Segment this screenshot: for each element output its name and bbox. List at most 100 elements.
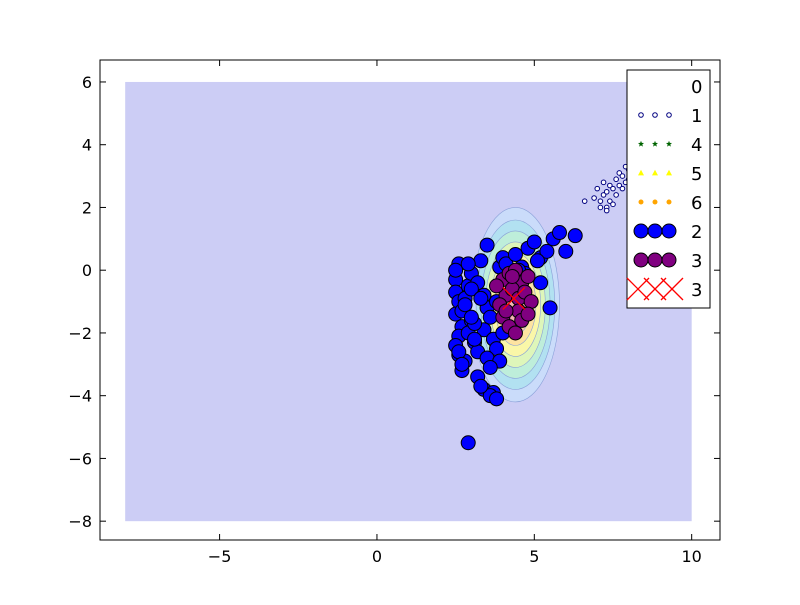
data-point bbox=[467, 331, 483, 347]
axis-ticks: −5 0 5 10 −8 −6 −4 −2 0 2 4 6 bbox=[68, 60, 720, 566]
data-point bbox=[451, 344, 467, 360]
data-point bbox=[520, 268, 536, 284]
data-point bbox=[502, 286, 526, 310]
background-region bbox=[125, 81, 692, 522]
legend-label: 3 bbox=[691, 251, 702, 272]
data-point bbox=[591, 195, 597, 201]
legend-marker bbox=[665, 140, 673, 147]
data-point bbox=[460, 435, 476, 451]
data-point bbox=[454, 356, 470, 372]
legend-marker bbox=[666, 169, 672, 176]
legend-entry: 3 bbox=[626, 277, 702, 301]
data-point bbox=[600, 179, 607, 186]
y-tick-label: −2 bbox=[68, 324, 92, 343]
data-point bbox=[610, 201, 616, 208]
data-point bbox=[463, 309, 479, 325]
data-point bbox=[479, 237, 495, 253]
legend-marker bbox=[638, 112, 644, 118]
series-7 bbox=[502, 286, 526, 310]
data-point bbox=[489, 391, 505, 407]
legend-entry: 2 bbox=[633, 222, 702, 243]
data-point bbox=[603, 207, 610, 214]
legend-marker bbox=[652, 199, 658, 205]
legend-marker bbox=[666, 112, 672, 118]
y-tick-label: −4 bbox=[68, 387, 92, 406]
legend-marker bbox=[652, 112, 658, 118]
legend-marker bbox=[633, 252, 649, 268]
data-point bbox=[542, 300, 558, 316]
data-point bbox=[597, 198, 604, 204]
legend-entry: 5 bbox=[638, 164, 702, 185]
data-point bbox=[558, 243, 574, 259]
data-point bbox=[616, 182, 623, 189]
data-point bbox=[567, 228, 583, 244]
legend-label: 3 bbox=[691, 280, 702, 301]
legend-marker bbox=[633, 223, 649, 239]
data-point bbox=[448, 262, 464, 278]
data-point bbox=[594, 185, 601, 192]
legend-marker bbox=[661, 223, 677, 239]
data-point bbox=[507, 247, 523, 263]
axes-frame bbox=[99, 59, 721, 541]
legend-marker bbox=[647, 223, 663, 239]
series-5 bbox=[448, 225, 583, 451]
legend-entry: 4 bbox=[637, 135, 702, 156]
legend-marker bbox=[666, 199, 672, 205]
legend-entry: 6 bbox=[638, 193, 702, 214]
legend-label: 4 bbox=[691, 135, 702, 156]
x-tick-label: −5 bbox=[208, 547, 232, 566]
legend-marker bbox=[638, 199, 644, 205]
legend-marker bbox=[661, 252, 677, 268]
data-point bbox=[489, 278, 505, 294]
data-point bbox=[581, 198, 588, 204]
x-tick-label: 10 bbox=[681, 547, 701, 566]
data-point bbox=[482, 359, 498, 375]
data-point bbox=[616, 170, 623, 176]
legend-marker bbox=[638, 169, 644, 176]
data-point bbox=[529, 253, 545, 269]
data-point bbox=[463, 281, 479, 297]
legend-entry: 1 bbox=[638, 106, 702, 127]
legend-label: 1 bbox=[691, 106, 702, 127]
data-point bbox=[533, 275, 549, 291]
data-point bbox=[482, 309, 498, 325]
data-point bbox=[526, 234, 542, 250]
legend-marker bbox=[660, 277, 684, 301]
legend-marker bbox=[647, 252, 663, 268]
plot-area bbox=[125, 81, 692, 522]
x-tick-label: 5 bbox=[529, 547, 539, 566]
y-tick-label: 0 bbox=[82, 261, 92, 280]
y-tick-label: 2 bbox=[82, 198, 92, 217]
data-point bbox=[551, 225, 567, 241]
legend-marker bbox=[651, 140, 659, 147]
data-point bbox=[539, 243, 555, 259]
legend-marker bbox=[637, 140, 645, 147]
legend-label: 0 bbox=[691, 77, 702, 98]
data-point bbox=[607, 198, 613, 204]
data-markers bbox=[448, 145, 651, 451]
data-point bbox=[460, 256, 476, 272]
data-point bbox=[457, 297, 473, 313]
data-point bbox=[504, 268, 520, 284]
data-point bbox=[520, 306, 536, 322]
legend-label: 5 bbox=[691, 164, 702, 185]
y-tick-label: −6 bbox=[68, 449, 92, 468]
data-point bbox=[603, 188, 610, 195]
data-point bbox=[600, 192, 607, 198]
data-point bbox=[473, 378, 489, 394]
legend-marker bbox=[643, 277, 667, 301]
data-point bbox=[610, 185, 616, 192]
data-point bbox=[498, 303, 514, 319]
data-point bbox=[613, 192, 619, 198]
y-tick-label: 4 bbox=[82, 136, 92, 155]
data-point bbox=[607, 182, 613, 189]
y-tick-label: −8 bbox=[68, 512, 92, 531]
data-point bbox=[507, 325, 523, 341]
y-tick-label: 6 bbox=[82, 73, 92, 92]
legend-label: 6 bbox=[691, 193, 702, 214]
legend-marker bbox=[652, 169, 658, 176]
data-point bbox=[619, 185, 626, 192]
legend-entry: 0 bbox=[691, 77, 702, 98]
